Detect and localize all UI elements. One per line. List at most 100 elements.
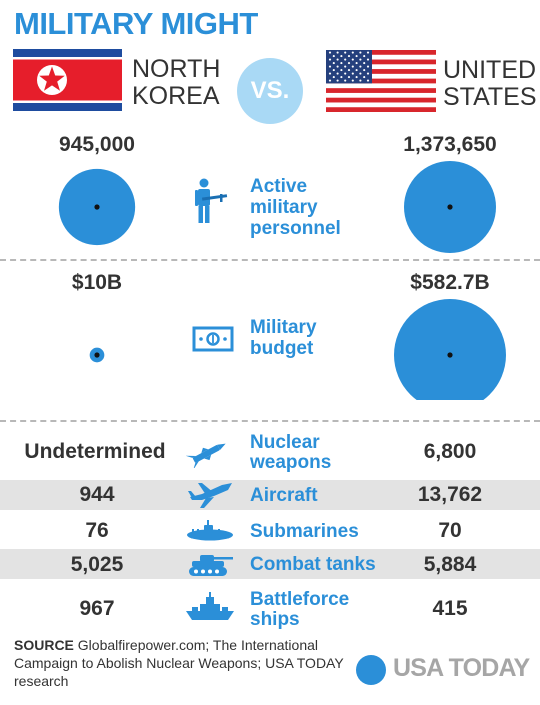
aircraft-label: Aircraft <box>250 485 318 506</box>
us-submarines-value: 70 <box>438 519 462 542</box>
vs-text: VS. <box>250 77 290 104</box>
flag-star <box>359 72 362 75</box>
row-stripe-tanks <box>0 549 540 579</box>
flag-star <box>332 62 335 65</box>
flag-star <box>366 58 370 61</box>
nk-nuclear-value: Undetermined <box>24 440 166 463</box>
flag-star <box>344 72 347 75</box>
budget-label-line2: budget <box>250 338 314 359</box>
flag-star <box>344 51 347 54</box>
tank-icon <box>189 555 233 576</box>
soldier-icon <box>195 178 228 223</box>
flag-star <box>328 58 332 61</box>
usa-today-logo-dot <box>356 655 386 685</box>
flag-star <box>347 69 351 72</box>
row-stripe-aircraft <box>0 480 540 510</box>
submarine-icon <box>187 520 233 541</box>
section-divider <box>0 420 540 422</box>
ships-label-line1: Battleforce <box>250 589 350 610</box>
nk-budget-value: $10B <box>71 271 123 294</box>
personnel-label-line3: personnel <box>250 218 341 239</box>
north-korea-label-line2: KOREA <box>132 82 220 110</box>
flag-star <box>366 79 370 82</box>
flag-star <box>351 65 354 68</box>
nk-aircraft-value: 944 <box>79 483 115 506</box>
personnel-label-line2: military <box>250 197 318 218</box>
flag-star <box>336 72 339 75</box>
flag-star <box>336 58 339 61</box>
flag-star <box>351 58 354 61</box>
flag-star <box>332 69 335 72</box>
flag-star <box>363 55 366 58</box>
vs-badge <box>237 58 303 124</box>
money-icon <box>192 326 234 352</box>
bubble-chart <box>58 161 506 400</box>
source-label: SOURCE <box>14 637 74 653</box>
flag-star <box>336 51 339 54</box>
united-states-flag <box>326 50 436 112</box>
nuclear-label-line1: Nuclear <box>250 432 320 453</box>
nk-personnel-value: 945,000 <box>59 133 135 156</box>
united-states-label-line2: STATES <box>443 83 537 111</box>
us-budget-bubble <box>394 299 506 400</box>
flag-star <box>328 51 332 54</box>
ships-label-line2: ships <box>250 609 300 630</box>
united-states-label-line1: UNITED <box>443 56 537 84</box>
nk-ships-value: 967 <box>79 597 115 620</box>
tanks-label: Combat tanks <box>250 554 376 575</box>
personnel-label-line1: Active <box>250 176 308 197</box>
flag-star <box>344 58 347 61</box>
flag-star <box>363 76 366 79</box>
flag-star <box>328 72 332 75</box>
flag-star <box>366 51 370 54</box>
flag-star <box>332 55 335 58</box>
flag-star <box>355 76 358 79</box>
page-title: MILITARY MIGHT <box>14 6 258 41</box>
flag-star <box>347 55 351 58</box>
flag-star <box>359 51 362 54</box>
flag-star <box>336 65 339 68</box>
flag-star <box>359 65 362 68</box>
submarines-label: Submarines <box>250 521 359 542</box>
nk-submarines-value: 76 <box>85 519 109 542</box>
flag-star <box>340 62 343 65</box>
flag-star <box>363 62 366 65</box>
flag-star <box>344 65 347 68</box>
flag-star <box>366 72 370 75</box>
flag-star <box>340 69 343 72</box>
us-tanks-value: 5,884 <box>423 553 477 576</box>
us-budget-bubble-center <box>447 352 453 358</box>
missile-icon <box>186 443 226 468</box>
flag-star <box>328 79 332 82</box>
us-budget-value: $582.7B <box>410 271 490 294</box>
flag-star <box>344 79 347 82</box>
flag-star <box>355 69 358 72</box>
flag-star <box>359 79 362 82</box>
section-divider <box>0 259 540 261</box>
flag-star <box>355 55 358 58</box>
flag-star <box>332 76 335 79</box>
flag-star <box>351 79 354 82</box>
north-korea-flag <box>13 49 122 111</box>
us-aircraft-value: 13,762 <box>417 483 483 506</box>
source-note: SOURCE Globalfirepower.com; The Internat… <box>14 636 344 690</box>
flag-star <box>340 76 343 79</box>
flag-star <box>336 79 339 82</box>
ship-icon <box>186 592 234 620</box>
source-text: Globalfirepower.com; The International C… <box>14 637 344 689</box>
us-ships-value: 415 <box>432 597 468 620</box>
flag-star <box>355 62 358 65</box>
nk-tanks-value: 5,025 <box>70 553 124 576</box>
flag-star <box>328 65 332 68</box>
nuclear-label-line2: weapons <box>250 452 332 473</box>
flag-star <box>359 58 362 61</box>
flag-star <box>351 51 354 54</box>
flag-star <box>366 65 370 68</box>
nk-budget-bubble-center <box>94 352 100 358</box>
flag-star <box>363 69 366 72</box>
budget-label-line1: Military <box>250 317 317 338</box>
nk-personnel-bubble-center <box>94 204 100 210</box>
flag-star <box>340 55 343 58</box>
flag-star <box>351 72 354 75</box>
north-korea-label-line1: NORTH <box>132 55 221 83</box>
